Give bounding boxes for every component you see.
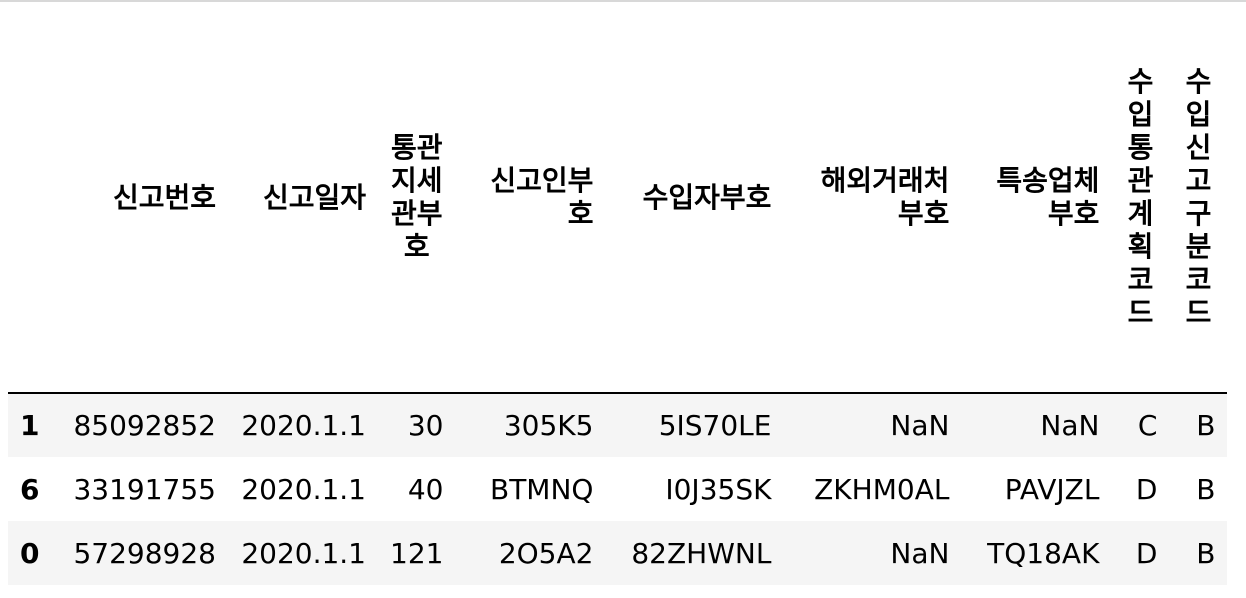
table-cell: C <box>1137 409 1158 442</box>
header-row: 신고번호 신고일자 통관지세관부호 신고인부호 수입자부호 해외거래처부호 특송… <box>8 2 1228 393</box>
row-index: 0 <box>20 536 40 570</box>
table-cell: B <box>1196 472 1216 506</box>
table-row: 6 33191755 2020.1.1 40 BTMNQ I0J35SK ZKH… <box>8 457 1227 521</box>
table-cell: 2O5A2 <box>498 536 594 570</box>
table-cell: NaN <box>890 409 950 442</box>
column-header: 수입신고구분코드 <box>1185 65 1212 329</box>
table-cell: 305K5 <box>503 409 594 442</box>
table-cell: PAVJZL <box>1004 472 1100 506</box>
table-cell: 30 <box>407 409 444 442</box>
table-cell: 5IS70LE <box>658 409 772 442</box>
table-cell: 121 <box>390 536 444 570</box>
column-header: 신고번호 <box>112 180 216 214</box>
table-cell: TQ18AK <box>987 536 1100 570</box>
column-header: 신고일자 <box>262 180 366 214</box>
index-header <box>8 2 60 393</box>
table-cell: 2020.1.1 <box>241 472 366 506</box>
column-header: 수입자부호 <box>642 180 772 214</box>
top-divider <box>0 0 1246 2</box>
column-header: 해외거래처부호 <box>820 164 950 230</box>
row-index: 6 <box>20 472 40 506</box>
table-cell: 40 <box>407 472 444 506</box>
table-cell: 33191755 <box>73 472 216 506</box>
table-cell: NaN <box>890 536 950 570</box>
table-cell: 2020.1.1 <box>241 536 366 570</box>
table-cell: BTMNQ <box>489 472 594 506</box>
column-header: 수입통관계획코드 <box>1127 65 1154 329</box>
table-cell: 2020.1.1 <box>241 409 366 442</box>
table-cell: D <box>1135 472 1158 506</box>
table-cell: D <box>1135 536 1158 570</box>
table-cell: I0J35SK <box>665 472 772 506</box>
table-row: 0 57298928 2020.1.1 121 2O5A2 82ZHWNL Na… <box>8 521 1228 585</box>
table-cell: ZKHM0AL <box>814 472 950 506</box>
table-cell: 57298928 <box>73 536 216 570</box>
row-index: 1 <box>20 409 40 442</box>
table-cell: B <box>1196 536 1216 570</box>
column-header: 특송업체부호 <box>996 164 1100 230</box>
column-header: 통관지세관부호 <box>390 131 443 263</box>
dataframe-container: 신고번호 신고일자 통관지세관부호 신고인부호 수입자부호 해외거래처부호 특송… <box>8 2 1228 585</box>
table-cell: 82ZHWNL <box>631 536 772 570</box>
table-cell: B <box>1196 409 1216 442</box>
table-row: 1 85092852 2020.1.1 30 305K5 5IS70LE NaN… <box>8 393 1228 457</box>
dataframe-table: 신고번호 신고일자 통관지세관부호 신고인부호 수입자부호 해외거래처부호 특송… <box>8 2 1228 585</box>
column-header: 신고인부호 <box>490 164 594 230</box>
table-cell: 85092852 <box>73 409 216 442</box>
table-cell: NaN <box>1040 409 1100 442</box>
